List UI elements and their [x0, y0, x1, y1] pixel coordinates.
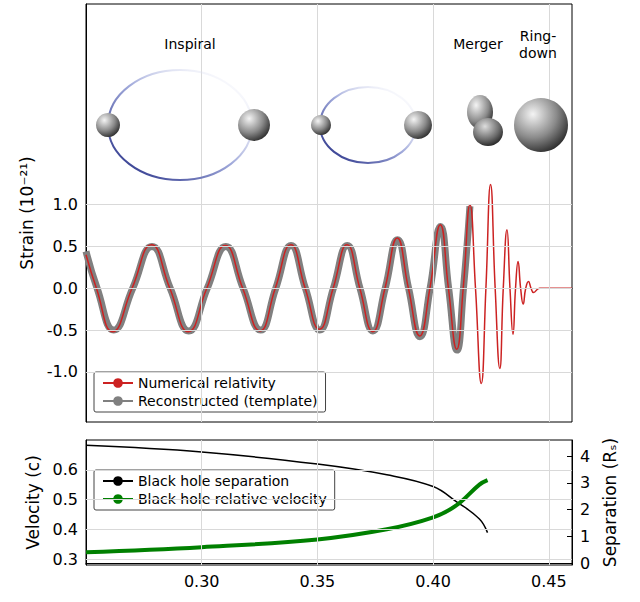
svg-text:2: 2 [580, 500, 590, 519]
svg-text:0.4: 0.4 [53, 520, 78, 539]
svg-text:0.6: 0.6 [53, 460, 78, 479]
svg-text:down: down [519, 45, 557, 61]
svg-text:Velocity (c): Velocity (c) [23, 455, 43, 550]
svg-text:Reconstructed (template): Reconstructed (template) [138, 393, 318, 409]
svg-text:-1.0: -1.0 [47, 362, 78, 381]
svg-text:0.30: 0.30 [184, 572, 220, 591]
svg-text:Black hole separation: Black hole separation [138, 473, 289, 489]
svg-text:3: 3 [580, 473, 590, 492]
svg-text:Merger: Merger [453, 36, 503, 52]
svg-text:0.35: 0.35 [300, 572, 336, 591]
svg-text:0: 0 [580, 554, 590, 573]
svg-text:0.5: 0.5 [53, 490, 78, 509]
svg-text:0.5: 0.5 [53, 237, 78, 256]
svg-text:0.45: 0.45 [531, 572, 567, 591]
svg-text:Strain (10⁻²¹): Strain (10⁻²¹) [17, 156, 37, 269]
svg-text:Inspiral: Inspiral [164, 36, 215, 52]
svg-text:-0.5: -0.5 [47, 321, 78, 340]
svg-text:0.0: 0.0 [53, 279, 78, 298]
svg-text:0.40: 0.40 [415, 572, 451, 591]
svg-text:0.3: 0.3 [53, 550, 78, 569]
svg-text:1.0: 1.0 [53, 195, 78, 214]
svg-text:Separation (Rₛ): Separation (Rₛ) [600, 438, 620, 567]
svg-text:Numerical relativity: Numerical relativity [138, 375, 276, 391]
svg-text:1: 1 [580, 527, 590, 546]
svg-text:Ring-: Ring- [520, 28, 556, 44]
svg-text:Black hole relative velocity: Black hole relative velocity [138, 491, 327, 507]
svg-text:4: 4 [580, 447, 590, 466]
